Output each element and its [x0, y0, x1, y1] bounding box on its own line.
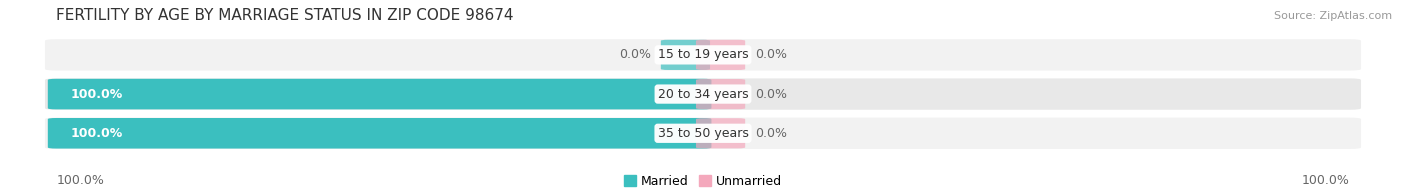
FancyBboxPatch shape [48, 79, 711, 109]
Text: 100.0%: 100.0% [70, 127, 122, 140]
Text: 100.0%: 100.0% [70, 88, 122, 101]
FancyBboxPatch shape [696, 118, 745, 148]
FancyBboxPatch shape [48, 118, 711, 149]
Text: 0.0%: 0.0% [619, 48, 651, 61]
Text: 100.0%: 100.0% [1302, 174, 1350, 187]
Text: Source: ZipAtlas.com: Source: ZipAtlas.com [1274, 11, 1392, 21]
Text: FERTILITY BY AGE BY MARRIAGE STATUS IN ZIP CODE 98674: FERTILITY BY AGE BY MARRIAGE STATUS IN Z… [56, 8, 513, 23]
Text: 0.0%: 0.0% [755, 88, 787, 101]
FancyBboxPatch shape [45, 39, 1361, 71]
Text: 20 to 34 years: 20 to 34 years [658, 88, 748, 101]
FancyBboxPatch shape [661, 40, 710, 70]
FancyBboxPatch shape [45, 78, 1361, 110]
FancyBboxPatch shape [696, 40, 745, 70]
Text: 0.0%: 0.0% [755, 48, 787, 61]
Legend: Married, Unmarried: Married, Unmarried [624, 175, 782, 188]
Text: 100.0%: 100.0% [56, 174, 104, 187]
FancyBboxPatch shape [696, 79, 745, 109]
FancyBboxPatch shape [45, 118, 1361, 149]
Text: 0.0%: 0.0% [755, 127, 787, 140]
Text: 35 to 50 years: 35 to 50 years [658, 127, 748, 140]
Text: 15 to 19 years: 15 to 19 years [658, 48, 748, 61]
